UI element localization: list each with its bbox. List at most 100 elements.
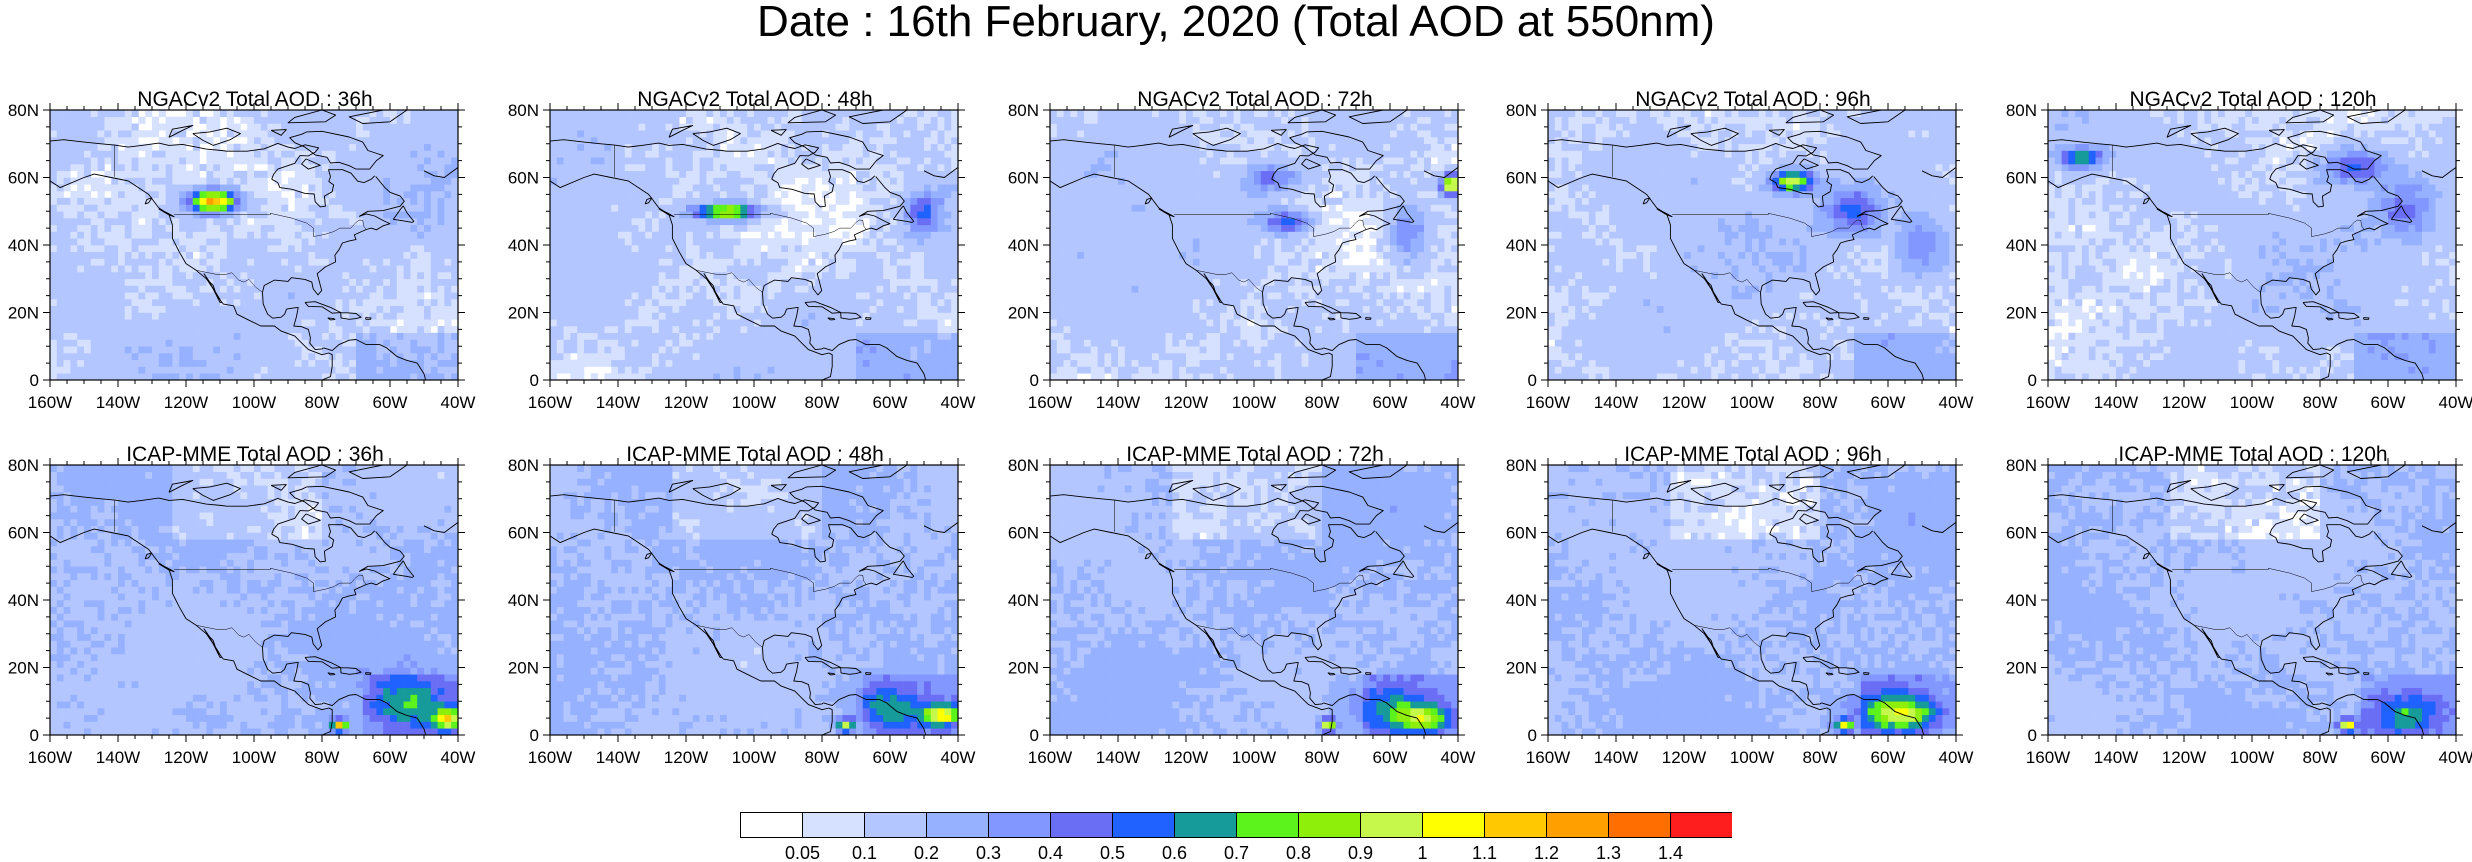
lon-tick-label: 100W bbox=[2230, 393, 2274, 412]
lon-tick-label: 60W bbox=[873, 393, 908, 412]
lat-tick-label: 80N bbox=[2006, 456, 2037, 475]
lon-tick-label: 40W bbox=[941, 748, 976, 767]
lon-tick-label: 160W bbox=[528, 393, 572, 412]
lat-tick-label: 20N bbox=[508, 304, 539, 323]
lat-tick-label: 40N bbox=[8, 236, 39, 255]
axis-ticks bbox=[1043, 458, 1465, 742]
lon-tick-label: 160W bbox=[1526, 748, 1570, 767]
coastlines bbox=[50, 465, 458, 735]
colorbar-swatch bbox=[1298, 812, 1361, 838]
colorbar-label: 0.4 bbox=[1038, 843, 1063, 862]
coastlines bbox=[2048, 110, 2456, 380]
colorbar-label: 1.2 bbox=[1534, 843, 1559, 862]
lon-tick-label: 40W bbox=[1939, 748, 1974, 767]
lat-tick-label: 0 bbox=[1030, 726, 1039, 745]
axis-ticks bbox=[43, 103, 465, 387]
lat-tick-label: 20N bbox=[508, 659, 539, 678]
lat-tick-label: 80N bbox=[508, 101, 539, 120]
lat-tick-label: 20N bbox=[1506, 304, 1537, 323]
lat-tick-label: 40N bbox=[2006, 236, 2037, 255]
lat-tick-label: 80N bbox=[1506, 456, 1537, 475]
colorbar-swatch bbox=[1360, 812, 1423, 838]
lon-tick-label: 140W bbox=[2094, 393, 2138, 412]
colorbar-swatch bbox=[802, 812, 865, 838]
lat-tick-label: 20N bbox=[8, 304, 39, 323]
lat-tick-label: 20N bbox=[8, 659, 39, 678]
lon-tick-label: 160W bbox=[28, 748, 72, 767]
panel-title: ICAP-MME Total AOD : 96h bbox=[1548, 443, 1958, 467]
lon-tick-label: 100W bbox=[232, 393, 276, 412]
lon-tick-label: 140W bbox=[596, 393, 640, 412]
panel-title: ICAP-MME Total AOD : 48h bbox=[550, 443, 960, 467]
lat-tick-label: 0 bbox=[2028, 371, 2037, 390]
lon-tick-label: 80W bbox=[1803, 748, 1838, 767]
lon-tick-label: 60W bbox=[873, 748, 908, 767]
aod-panel-0: NGACv2 Total AOD : 36h 80N 60N 40N 20N 0 160W 1… bbox=[0, 88, 476, 428]
lon-tick-label: 120W bbox=[2162, 393, 2206, 412]
coastlines bbox=[50, 110, 458, 380]
colorbar: 0.05 0.1 0.2 0.3 0.4 0.5 0.6 0.7 0.8 0.9 1 1.1 1.2 1.… bbox=[740, 812, 1732, 862]
political-borders bbox=[1612, 145, 1865, 293]
panel-title: NGACv2 Total AOD : 120h bbox=[2048, 88, 2458, 112]
colorbar-swatch bbox=[1484, 812, 1547, 838]
colorbar-swatch bbox=[988, 812, 1051, 838]
lon-tick-label: 100W bbox=[1730, 748, 1774, 767]
panel-title: NGACv2 Total AOD : 36h bbox=[50, 88, 460, 112]
political-borders bbox=[1612, 500, 1865, 648]
lon-tick-label: 60W bbox=[1871, 393, 1906, 412]
lat-tick-label: 0 bbox=[30, 726, 39, 745]
political-borders bbox=[614, 500, 867, 648]
lon-tick-label: 100W bbox=[1232, 393, 1276, 412]
lat-tick-label: 80N bbox=[2006, 101, 2037, 120]
lon-tick-label: 80W bbox=[2303, 748, 2338, 767]
lon-tick-label: 140W bbox=[1096, 748, 1140, 767]
lon-tick-label: 80W bbox=[305, 748, 340, 767]
map-plot: 80N 60N 40N 20N 0 160W 140W 120W 100W 80W 60W 40W bbox=[1008, 456, 1476, 767]
lat-tick-label: 60N bbox=[1008, 524, 1039, 543]
lat-tick-label: 60N bbox=[8, 524, 39, 543]
aod-panel-9: ICAP-MME Total AOD : 120h 80N 60N 40N 20N 0 16… bbox=[1998, 443, 2472, 783]
political-borders bbox=[2112, 500, 2365, 648]
lon-tick-label: 60W bbox=[373, 748, 408, 767]
lat-tick-label: 80N bbox=[1506, 101, 1537, 120]
aod-panel-8: ICAP-MME Total AOD : 96h 80N 60N 40N 20N 0 160… bbox=[1498, 443, 1974, 783]
map-plot: 80N 60N 40N 20N 0 160W 140W 120W 100W 80W 60W 40W bbox=[1008, 101, 1476, 412]
colorbar-swatch bbox=[1546, 812, 1609, 838]
lon-tick-label: 40W bbox=[441, 748, 476, 767]
lon-tick-label: 120W bbox=[1662, 748, 1706, 767]
lon-tick-label: 80W bbox=[1305, 393, 1340, 412]
lat-tick-label: 80N bbox=[1008, 101, 1039, 120]
lat-tick-label: 60N bbox=[1008, 169, 1039, 188]
map-plot: 80N 60N 40N 20N 0 160W 140W 120W 100W 80W 60W 40W bbox=[8, 456, 476, 767]
colorbar-label: 1.1 bbox=[1472, 843, 1497, 862]
map-plot: 80N 60N 40N 20N 0 160W 140W 120W 100W 80W 60W 40W bbox=[508, 101, 976, 412]
lon-tick-label: 100W bbox=[1730, 393, 1774, 412]
coastlines bbox=[550, 110, 958, 380]
figure-title: Date : 16th February, 2020 (Total AOD at… bbox=[0, 0, 2472, 50]
lat-tick-label: 40N bbox=[508, 591, 539, 610]
lon-tick-label: 120W bbox=[2162, 748, 2206, 767]
lon-tick-label: 120W bbox=[664, 748, 708, 767]
lat-tick-label: 60N bbox=[508, 524, 539, 543]
colorbar-label: 1.4 bbox=[1658, 843, 1683, 862]
lon-tick-label: 120W bbox=[1662, 393, 1706, 412]
lat-tick-label: 20N bbox=[2006, 659, 2037, 678]
political-borders bbox=[1114, 145, 1367, 293]
lat-tick-label: 20N bbox=[1008, 659, 1039, 678]
colorbar-label: 1 bbox=[1417, 843, 1427, 862]
lat-tick-label: 0 bbox=[1528, 726, 1537, 745]
map-plot: 80N 60N 40N 20N 0 160W 140W 120W 100W 80W 60W 40W bbox=[1506, 101, 1974, 412]
lat-tick-label: 0 bbox=[1030, 371, 1039, 390]
lon-tick-label: 40W bbox=[441, 393, 476, 412]
lat-tick-label: 40N bbox=[1506, 236, 1537, 255]
lon-tick-label: 60W bbox=[1871, 748, 1906, 767]
panel-title: ICAP-MME Total AOD : 120h bbox=[2048, 443, 2458, 467]
axis-ticks bbox=[1541, 458, 1963, 742]
colorbar-swatch bbox=[1236, 812, 1299, 838]
lon-tick-label: 80W bbox=[1305, 748, 1340, 767]
colorbar-label: 0.1 bbox=[852, 843, 877, 862]
axis-ticks bbox=[543, 458, 965, 742]
coastlines bbox=[2048, 465, 2456, 735]
political-borders bbox=[614, 145, 867, 293]
aod-field bbox=[1050, 465, 1458, 735]
